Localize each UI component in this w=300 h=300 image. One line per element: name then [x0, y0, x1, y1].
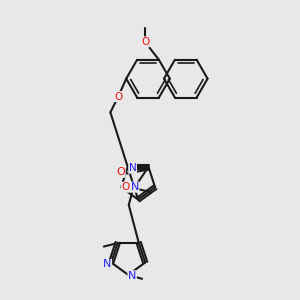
Text: O: O [114, 92, 122, 101]
Text: O: O [116, 167, 125, 177]
Text: N: N [130, 182, 139, 192]
Text: O: O [141, 37, 149, 47]
Text: O: O [121, 182, 129, 192]
Text: N: N [128, 271, 136, 281]
Text: N: N [129, 163, 136, 173]
Text: N: N [103, 260, 112, 269]
